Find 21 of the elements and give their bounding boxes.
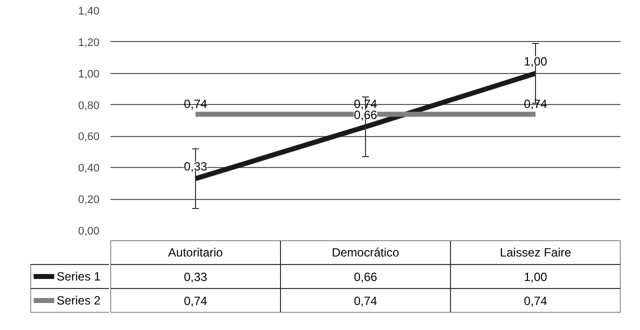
y-tick-label: 1,00	[78, 68, 100, 80]
x-tick-label: Autoritario	[168, 246, 224, 260]
data-label: 0,33	[184, 270, 208, 284]
data-label: 0,74	[524, 294, 548, 308]
data-label: 0,74	[354, 294, 378, 308]
y-tick-label: 0,80	[78, 100, 100, 112]
y-tick-label: 0,60	[78, 131, 100, 144]
y-tick-label: 0,40	[78, 162, 100, 175]
data-label: 0,74	[184, 294, 208, 308]
y-tick-label: 0,20	[78, 194, 100, 206]
y-tick-label: 0,00	[78, 226, 100, 238]
y-tick-label: 1,20	[78, 36, 100, 49]
data-label: 0,66	[354, 270, 378, 284]
legend-label: Series 1	[56, 270, 101, 284]
y-tick-label: 1,40	[78, 6, 100, 18]
text: 1,00	[524, 54, 548, 68]
legend-label: Series 2	[56, 294, 101, 308]
x-tick-label: Democrático	[332, 246, 400, 260]
data-label: 1,00	[524, 270, 548, 284]
x-tick-label: Laissez Faire	[500, 246, 572, 260]
text: 0,33	[184, 160, 208, 174]
